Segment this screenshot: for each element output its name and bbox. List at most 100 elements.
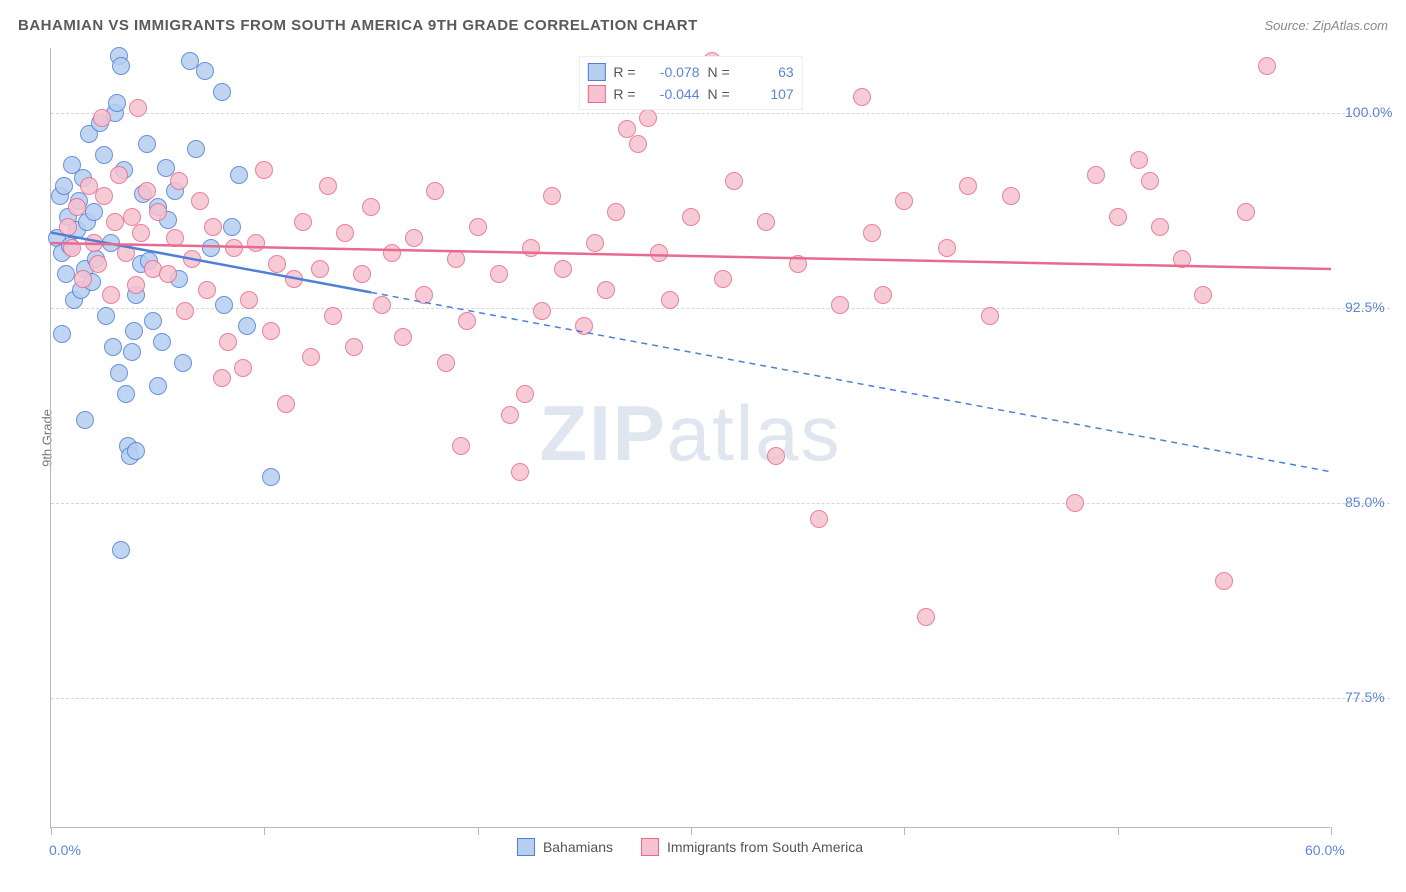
data-point-bahamians: [174, 354, 192, 372]
legend-stats: R = -0.078 N = 63 R = -0.044 N = 107: [578, 56, 802, 110]
x-tick: [691, 827, 692, 835]
data-point-immigrants: [874, 286, 892, 304]
data-point-immigrants: [437, 354, 455, 372]
data-point-immigrants: [1141, 172, 1159, 190]
x-tick: [51, 827, 52, 835]
data-point-bahamians: [238, 317, 256, 335]
data-point-immigrants: [59, 218, 77, 236]
data-point-immigrants: [831, 296, 849, 314]
data-point-immigrants: [127, 276, 145, 294]
data-point-bahamians: [196, 62, 214, 80]
data-point-immigrants: [102, 286, 120, 304]
data-point-immigrants: [183, 250, 201, 268]
data-point-immigrants: [1151, 218, 1169, 236]
data-point-bahamians: [104, 338, 122, 356]
data-point-immigrants: [89, 255, 107, 273]
n-label: N =: [708, 86, 730, 102]
data-point-bahamians: [262, 468, 280, 486]
data-point-immigrants: [373, 296, 391, 314]
data-point-immigrants: [1173, 250, 1191, 268]
data-point-immigrants: [132, 224, 150, 242]
data-point-bahamians: [112, 541, 130, 559]
y-tick-label: 100.0%: [1345, 104, 1392, 120]
data-point-immigrants: [490, 265, 508, 283]
data-point-immigrants: [415, 286, 433, 304]
data-point-immigrants: [511, 463, 529, 481]
data-point-immigrants: [853, 88, 871, 106]
data-point-immigrants: [543, 187, 561, 205]
data-point-immigrants: [895, 192, 913, 210]
data-point-immigrants: [1087, 166, 1105, 184]
data-point-immigrants: [336, 224, 354, 242]
data-point-bahamians: [202, 239, 220, 257]
data-point-immigrants: [345, 338, 363, 356]
data-point-bahamians: [108, 94, 126, 112]
chart-title: BAHAMIAN VS IMMIGRANTS FROM SOUTH AMERIC…: [18, 17, 698, 34]
data-point-bahamians: [149, 377, 167, 395]
watermark-light: atlas: [667, 388, 842, 476]
watermark-bold: ZIP: [539, 388, 666, 476]
trendline-dashed-bahamians: [371, 292, 1331, 471]
data-point-immigrants: [586, 234, 604, 252]
data-point-immigrants: [176, 302, 194, 320]
data-point-immigrants: [767, 447, 785, 465]
data-point-immigrants: [68, 198, 86, 216]
data-point-immigrants: [1002, 187, 1020, 205]
data-point-immigrants: [159, 265, 177, 283]
data-point-immigrants: [394, 328, 412, 346]
data-point-immigrants: [74, 270, 92, 288]
data-point-immigrants: [650, 244, 668, 262]
data-point-immigrants: [810, 510, 828, 528]
data-point-immigrants: [63, 239, 81, 257]
data-point-immigrants: [319, 177, 337, 195]
data-point-bahamians: [117, 385, 135, 403]
y-tick-label: 92.5%: [1345, 299, 1385, 315]
data-point-bahamians: [110, 364, 128, 382]
data-point-immigrants: [1109, 208, 1127, 226]
chart-source: Source: ZipAtlas.com: [1264, 18, 1388, 33]
legend-label-2: Immigrants from South America: [667, 839, 863, 855]
data-point-immigrants: [1066, 494, 1084, 512]
gridline-h: [51, 698, 1390, 699]
data-point-bahamians: [55, 177, 73, 195]
data-point-bahamians: [223, 218, 241, 236]
data-point-immigrants: [277, 395, 295, 413]
x-tick: [478, 827, 479, 835]
legend-swatch-2b: [641, 838, 659, 856]
data-point-immigrants: [85, 234, 103, 252]
data-point-immigrants: [458, 312, 476, 330]
x-tick: [1331, 827, 1332, 835]
data-point-bahamians: [112, 57, 130, 75]
data-point-immigrants: [302, 348, 320, 366]
data-point-immigrants: [255, 161, 273, 179]
chart-header: BAHAMIAN VS IMMIGRANTS FROM SOUTH AMERIC…: [0, 0, 1406, 40]
data-point-immigrants: [607, 203, 625, 221]
data-point-immigrants: [1130, 151, 1148, 169]
data-point-immigrants: [554, 260, 572, 278]
data-point-immigrants: [917, 608, 935, 626]
plot-area: 9th Grade ZIPatlas R = -0.078 N = 63 R =…: [50, 48, 1330, 828]
data-point-immigrants: [1258, 57, 1276, 75]
data-point-bahamians: [144, 312, 162, 330]
data-point-immigrants: [682, 208, 700, 226]
data-point-bahamians: [53, 325, 71, 343]
data-point-immigrants: [757, 213, 775, 231]
data-point-bahamians: [76, 411, 94, 429]
data-point-immigrants: [225, 239, 243, 257]
data-point-immigrants: [294, 213, 312, 231]
data-point-immigrants: [362, 198, 380, 216]
data-point-immigrants: [285, 270, 303, 288]
r-value-2: -0.044: [644, 86, 700, 102]
legend-stats-row-1: R = -0.078 N = 63: [587, 61, 793, 83]
n-value-2: 107: [738, 86, 794, 102]
data-point-immigrants: [138, 182, 156, 200]
data-point-bahamians: [215, 296, 233, 314]
data-point-immigrants: [110, 166, 128, 184]
data-point-immigrants: [516, 385, 534, 403]
legend-swatch-2: [587, 85, 605, 103]
data-point-immigrants: [240, 291, 258, 309]
data-point-immigrants: [234, 359, 252, 377]
data-point-immigrants: [452, 437, 470, 455]
x-tick: [1118, 827, 1119, 835]
data-point-immigrants: [714, 270, 732, 288]
